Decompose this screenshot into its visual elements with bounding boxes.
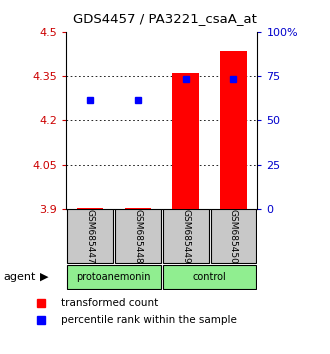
Text: GSM685450: GSM685450: [229, 209, 238, 264]
Bar: [220, 51, 247, 209]
Text: GSM685448: GSM685448: [133, 209, 142, 264]
Bar: [67, 265, 161, 289]
Bar: [211, 210, 256, 263]
Bar: [77, 208, 103, 209]
Bar: [163, 210, 209, 263]
Text: percentile rank within the sample: percentile rank within the sample: [61, 315, 237, 325]
Text: agent: agent: [3, 272, 36, 282]
Text: GSM685447: GSM685447: [85, 209, 94, 264]
Text: GDS4457 / PA3221_csaA_at: GDS4457 / PA3221_csaA_at: [73, 12, 257, 25]
Bar: [67, 210, 113, 263]
Bar: [125, 208, 151, 209]
Text: GSM685449: GSM685449: [181, 209, 190, 264]
Text: ▶: ▶: [40, 272, 49, 282]
Text: protoanemonin: protoanemonin: [77, 272, 151, 282]
Text: transformed count: transformed count: [61, 298, 158, 308]
Text: control: control: [193, 272, 226, 282]
Bar: [173, 73, 199, 209]
Bar: [163, 265, 256, 289]
Bar: [115, 210, 161, 263]
